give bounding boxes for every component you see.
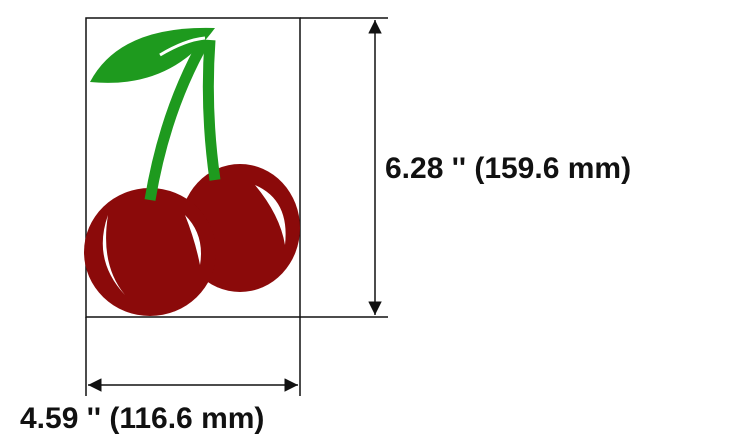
width-label: 4.59 '' (116.6 mm) bbox=[20, 402, 264, 435]
design-box bbox=[85, 17, 301, 318]
height-label: 6.28 '' (159.6 mm) bbox=[385, 152, 631, 185]
cherry-artwork bbox=[84, 27, 300, 316]
